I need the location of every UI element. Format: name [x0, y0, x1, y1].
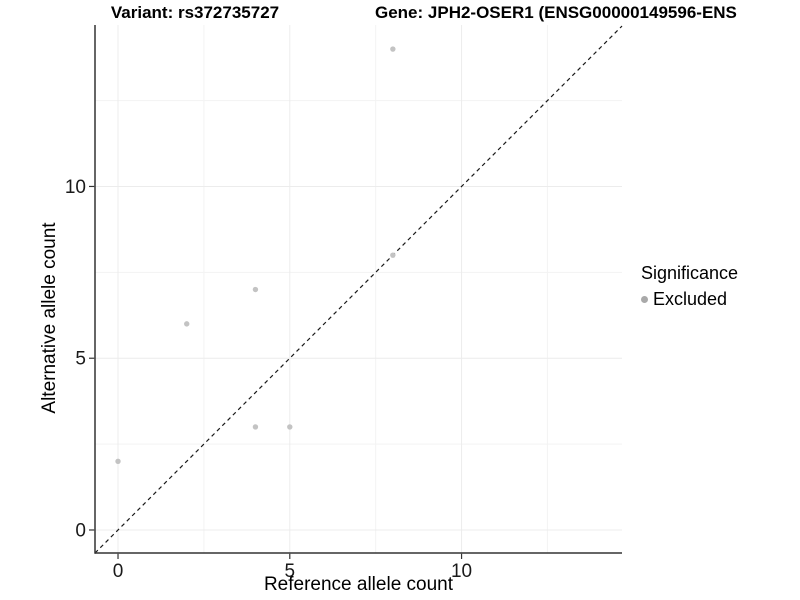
identity-dashed-line: [94, 25, 623, 554]
y-axis-title: Alternative allele count: [39, 222, 60, 414]
legend-title: Significance: [641, 263, 739, 283]
x-axis-title: Reference allele count: [263, 574, 454, 595]
y-tick-label: 5: [75, 349, 86, 370]
legend-item-label: Excluded: [653, 289, 728, 309]
legend-point-icon: [641, 296, 648, 303]
x-tick-label: 5: [285, 561, 296, 582]
data-point: [252, 286, 259, 293]
variant-title: Variant: rs372735727: [110, 3, 280, 22]
gene-title: Gene: JPH2-OSER1 (ENSG00000149596-ENS: [375, 3, 737, 22]
data-point: [184, 321, 190, 327]
x-tick-label: 0: [113, 561, 124, 582]
legend-item-excluded: Excluded: [641, 289, 738, 310]
y-tick-label: 10: [65, 177, 86, 198]
data-point: [390, 46, 396, 52]
data-point: [287, 424, 293, 430]
x-tick-label: 10: [451, 561, 472, 582]
data-point: [252, 424, 259, 430]
y-tick-label: 0: [75, 520, 86, 541]
legend: Significance Excluded: [641, 263, 738, 310]
data-point: [115, 458, 121, 464]
data-point: [390, 252, 396, 258]
